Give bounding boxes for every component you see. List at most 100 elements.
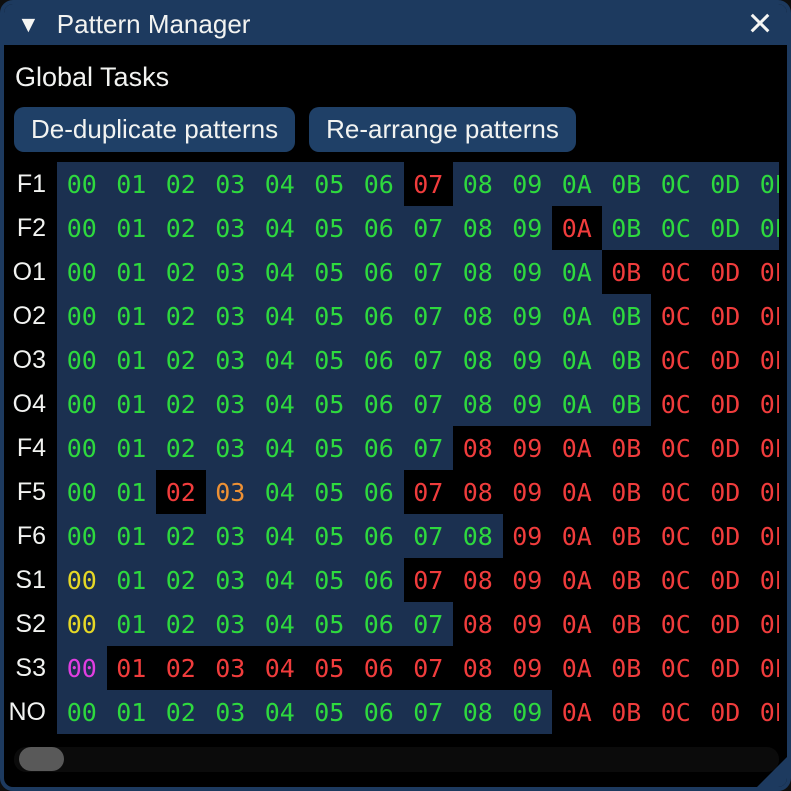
resize-grip-icon[interactable] bbox=[757, 757, 787, 787]
pattern-cell[interactable]: 02 bbox=[156, 470, 206, 514]
rearrange-patterns-button[interactable]: Re-arrange patterns bbox=[309, 107, 576, 152]
pattern-cell[interactable]: 02 bbox=[156, 426, 206, 470]
pattern-cell[interactable]: 0D bbox=[700, 382, 750, 426]
pattern-cell[interactable]: 08 bbox=[453, 558, 503, 602]
pattern-cell[interactable]: 07 bbox=[403, 426, 453, 470]
pattern-cell[interactable]: 08 bbox=[453, 426, 503, 470]
pattern-cell[interactable]: 08 bbox=[453, 646, 503, 690]
pattern-cell[interactable]: 00 bbox=[57, 338, 107, 382]
pattern-cell[interactable]: 0A bbox=[552, 602, 602, 646]
pattern-cell[interactable]: 05 bbox=[304, 514, 354, 558]
pattern-cell[interactable]: 04 bbox=[255, 250, 305, 294]
pattern-cell[interactable]: 0A bbox=[552, 690, 602, 734]
pattern-cell[interactable]: 0E bbox=[750, 338, 779, 382]
pattern-cell[interactable]: 05 bbox=[304, 162, 354, 206]
pattern-cell[interactable]: 07 bbox=[403, 162, 453, 206]
pattern-cell[interactable]: 04 bbox=[255, 338, 305, 382]
pattern-cell[interactable]: 0E bbox=[750, 294, 779, 338]
pattern-cell[interactable]: 0D bbox=[700, 602, 750, 646]
pattern-cell[interactable]: 0C bbox=[651, 514, 701, 558]
pattern-cell[interactable]: 0E bbox=[750, 646, 779, 690]
pattern-cell[interactable]: 00 bbox=[57, 206, 107, 250]
pattern-cell[interactable]: 0B bbox=[601, 558, 651, 602]
pattern-cell[interactable]: 0C bbox=[651, 294, 701, 338]
pattern-cell[interactable]: 04 bbox=[255, 514, 305, 558]
pattern-cell[interactable]: 02 bbox=[156, 602, 206, 646]
pattern-cell[interactable]: 0E bbox=[750, 470, 779, 514]
pattern-cell[interactable]: 0A bbox=[552, 646, 602, 690]
pattern-cell[interactable]: 06 bbox=[354, 558, 404, 602]
pattern-cell[interactable]: 0D bbox=[700, 162, 750, 206]
pattern-cell[interactable]: 07 bbox=[403, 646, 453, 690]
pattern-cell[interactable]: 0B bbox=[601, 646, 651, 690]
pattern-cell[interactable]: 05 bbox=[304, 250, 354, 294]
pattern-cell[interactable]: 06 bbox=[354, 690, 404, 734]
pattern-cell[interactable]: 0E bbox=[750, 558, 779, 602]
pattern-cell[interactable]: 09 bbox=[502, 646, 552, 690]
pattern-cell[interactable]: 05 bbox=[304, 690, 354, 734]
pattern-cell[interactable]: 0B bbox=[601, 602, 651, 646]
pattern-cell[interactable]: 02 bbox=[156, 206, 206, 250]
titlebar[interactable]: ▼ Pattern Manager × bbox=[4, 4, 787, 45]
pattern-cell[interactable]: 09 bbox=[502, 514, 552, 558]
pattern-cell[interactable]: 03 bbox=[205, 250, 255, 294]
pattern-cell[interactable]: 02 bbox=[156, 514, 206, 558]
pattern-cell[interactable]: 07 bbox=[403, 602, 453, 646]
pattern-cell[interactable]: 0A bbox=[552, 162, 602, 206]
pattern-cell[interactable]: 04 bbox=[255, 558, 305, 602]
pattern-cell[interactable]: 01 bbox=[106, 162, 156, 206]
pattern-cell[interactable]: 0D bbox=[700, 514, 750, 558]
pattern-cell[interactable]: 09 bbox=[502, 206, 552, 250]
pattern-cell[interactable]: 01 bbox=[106, 690, 156, 734]
pattern-cell[interactable]: 0C bbox=[651, 558, 701, 602]
pattern-cell[interactable]: 02 bbox=[156, 646, 206, 690]
collapse-triangle-icon[interactable]: ▼ bbox=[17, 11, 40, 37]
pattern-cell[interactable]: 0C bbox=[651, 646, 701, 690]
pattern-cell[interactable]: 0C bbox=[651, 250, 701, 294]
pattern-cell[interactable]: 03 bbox=[205, 470, 255, 514]
pattern-cell[interactable]: 0B bbox=[601, 470, 651, 514]
pattern-cell[interactable]: 05 bbox=[304, 558, 354, 602]
pattern-cell[interactable]: 01 bbox=[106, 514, 156, 558]
pattern-cell[interactable]: 01 bbox=[106, 470, 156, 514]
pattern-cell[interactable]: 05 bbox=[304, 602, 354, 646]
pattern-cell[interactable]: 07 bbox=[403, 206, 453, 250]
pattern-cell[interactable]: 07 bbox=[403, 558, 453, 602]
pattern-cell[interactable]: 00 bbox=[57, 602, 107, 646]
pattern-cell[interactable]: 05 bbox=[304, 382, 354, 426]
pattern-cell[interactable]: 0E bbox=[750, 426, 779, 470]
pattern-cell[interactable]: 00 bbox=[57, 470, 107, 514]
pattern-cell[interactable]: 02 bbox=[156, 690, 206, 734]
pattern-cell[interactable]: 03 bbox=[205, 690, 255, 734]
pattern-cell[interactable]: 01 bbox=[106, 338, 156, 382]
pattern-cell[interactable]: 09 bbox=[502, 338, 552, 382]
pattern-cell[interactable]: 04 bbox=[255, 382, 305, 426]
pattern-cell[interactable]: 08 bbox=[453, 250, 503, 294]
pattern-cell[interactable]: 05 bbox=[304, 426, 354, 470]
pattern-cell[interactable]: 06 bbox=[354, 162, 404, 206]
pattern-cell[interactable]: 03 bbox=[205, 162, 255, 206]
pattern-cell[interactable]: 06 bbox=[354, 602, 404, 646]
pattern-cell[interactable]: 09 bbox=[502, 690, 552, 734]
pattern-cell[interactable]: 06 bbox=[354, 294, 404, 338]
pattern-cell[interactable]: 01 bbox=[106, 426, 156, 470]
pattern-cell[interactable]: 01 bbox=[106, 206, 156, 250]
pattern-cell[interactable]: 03 bbox=[205, 294, 255, 338]
pattern-cell[interactable]: 0D bbox=[700, 690, 750, 734]
pattern-cell[interactable]: 0C bbox=[651, 426, 701, 470]
pattern-cell[interactable]: 04 bbox=[255, 294, 305, 338]
pattern-cell[interactable]: 0B bbox=[601, 426, 651, 470]
pattern-cell[interactable]: 0D bbox=[700, 206, 750, 250]
pattern-cell[interactable]: 09 bbox=[502, 250, 552, 294]
pattern-cell[interactable]: 00 bbox=[57, 646, 107, 690]
pattern-cell[interactable]: 0A bbox=[552, 250, 602, 294]
pattern-cell[interactable]: 09 bbox=[502, 426, 552, 470]
pattern-cell[interactable]: 09 bbox=[502, 602, 552, 646]
pattern-cell[interactable]: 07 bbox=[403, 294, 453, 338]
pattern-cell[interactable]: 08 bbox=[453, 162, 503, 206]
pattern-cell[interactable]: 0E bbox=[750, 690, 779, 734]
pattern-cell[interactable]: 03 bbox=[205, 646, 255, 690]
pattern-cell[interactable]: 04 bbox=[255, 426, 305, 470]
pattern-cell[interactable]: 0E bbox=[750, 162, 779, 206]
pattern-cell[interactable]: 0E bbox=[750, 250, 779, 294]
